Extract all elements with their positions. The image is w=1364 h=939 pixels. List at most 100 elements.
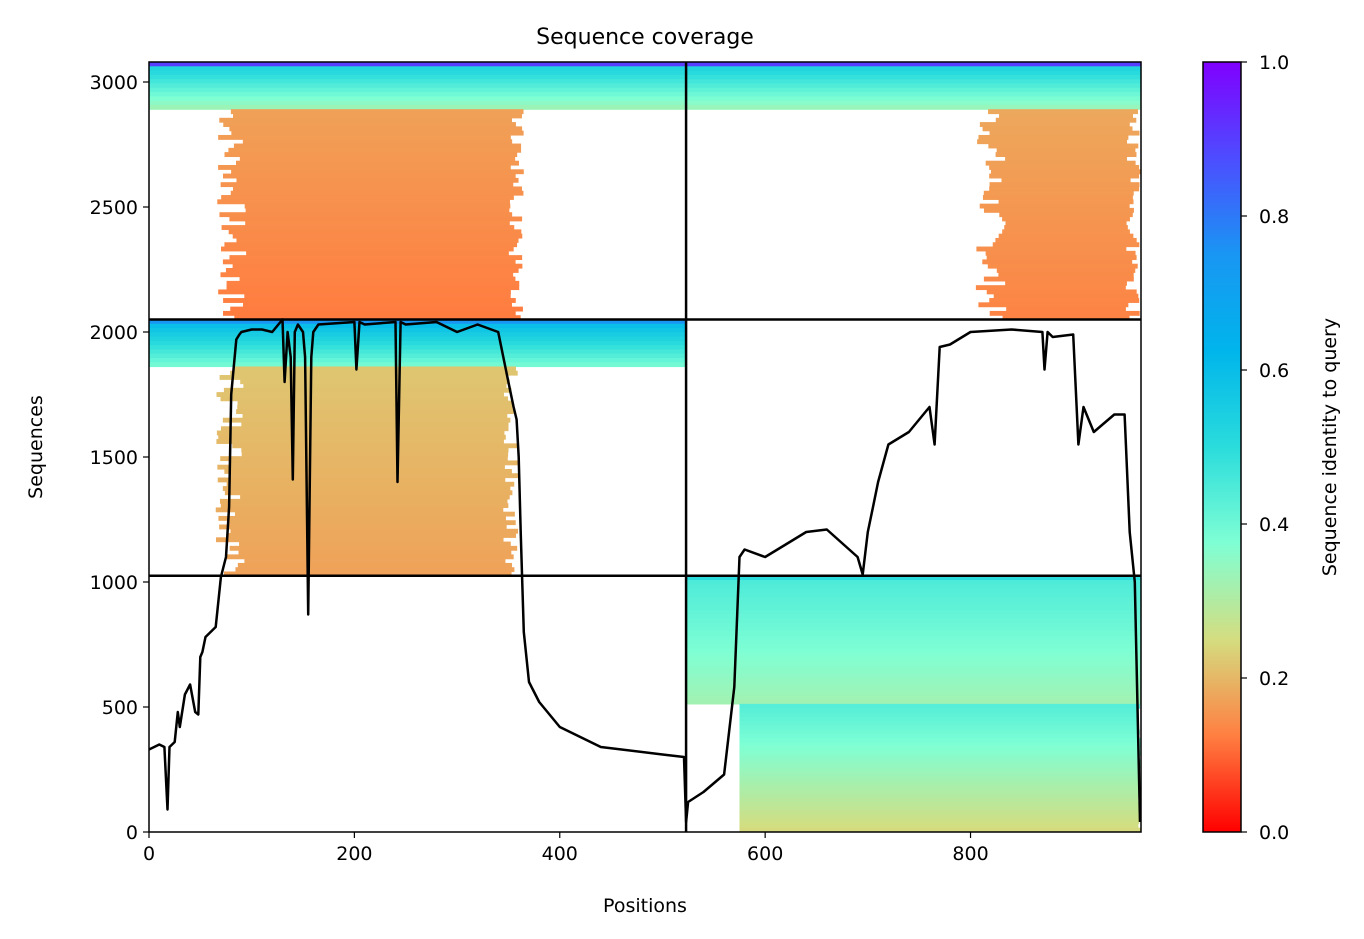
heatmap-row (979, 203, 1130, 209)
heatmap-row (1002, 315, 1130, 321)
heatmap-row (999, 212, 1133, 218)
heatmap-row (222, 173, 516, 179)
heatmap-row (1006, 306, 1126, 312)
heatmap-row (998, 199, 1134, 205)
heatmap-row (978, 302, 1129, 308)
heatmap-row (739, 767, 1139, 773)
heatmap-row (739, 823, 1139, 829)
heatmap-area (149, 62, 1141, 832)
heatmap-row (983, 207, 1134, 213)
heatmap-row (232, 443, 518, 449)
heatmap-row (739, 763, 1141, 769)
heatmap-row (149, 66, 687, 72)
heatmap-row (686, 678, 1141, 684)
heatmap-row (230, 306, 523, 312)
heatmap-row (230, 109, 524, 115)
y-tick-label: 0 (126, 822, 138, 844)
heatmap-row (220, 503, 509, 509)
heatmap-row (149, 83, 687, 89)
heatmap-row (219, 498, 508, 504)
heatmap-row (739, 708, 1139, 714)
heatmap-row (986, 289, 1137, 295)
heatmap-row (218, 515, 506, 521)
heatmap-row (233, 186, 522, 192)
heatmap-row (988, 109, 1138, 115)
x-tick-label: 0 (143, 843, 155, 865)
heatmap-row (686, 83, 1141, 89)
heatmap-row (223, 387, 512, 393)
heatmap-row (220, 246, 514, 252)
heatmap-row (228, 520, 516, 526)
heatmap-block (686, 575, 1141, 832)
heatmap-row (686, 673, 1141, 679)
heatmap-row (236, 237, 519, 243)
heatmap-row (238, 550, 512, 555)
heatmap-row (686, 592, 1141, 598)
heatmap-block (149, 319, 687, 577)
heatmap-row (232, 263, 523, 269)
heatmap-row (232, 233, 523, 239)
colorbar-tick-label: 0.8 (1259, 206, 1289, 228)
heatmap-row (1001, 177, 1131, 183)
heatmap-row (218, 434, 506, 440)
heatmap-row (245, 220, 510, 226)
colorbar-tick-label: 1.0 (1259, 52, 1289, 74)
heatmap-row (979, 122, 1130, 127)
heatmap-row (686, 609, 1141, 615)
y-tick-label: 1500 (90, 447, 138, 469)
heatmap-row (739, 776, 1141, 782)
heatmap-row (241, 451, 509, 457)
heatmap-row (234, 511, 515, 517)
heatmap-row (218, 134, 511, 140)
heatmap-row (686, 62, 1141, 67)
heatmap-row (230, 190, 524, 196)
heatmap-row (220, 456, 508, 462)
heatmap-row (686, 74, 1141, 80)
heatmap-row (244, 558, 506, 564)
x-tick-label: 600 (747, 843, 783, 865)
heatmap-row (686, 597, 1141, 602)
y-tick-label: 2500 (90, 197, 138, 219)
heatmap-row (222, 486, 511, 491)
heatmap-row (686, 656, 1141, 662)
heatmap-row (985, 250, 1136, 256)
heatmap-row (686, 584, 1141, 590)
heatmap-row (686, 580, 1141, 585)
x-axis-label: Positions (603, 895, 687, 917)
heatmap-row (221, 225, 515, 230)
heatmap-row (739, 785, 1139, 790)
heatmap-row (237, 562, 513, 568)
heatmap-row (223, 298, 516, 303)
heatmap-row (989, 310, 1140, 316)
heatmap-row (989, 186, 1140, 192)
heatmap-row (149, 340, 687, 346)
heatmap-row (996, 147, 1136, 153)
heatmap-row (739, 750, 1141, 756)
heatmap-row (236, 177, 519, 183)
heatmap-row (989, 298, 1140, 303)
heatmap-row (149, 357, 687, 363)
heatmap-row (686, 66, 1141, 72)
heatmap-row (226, 481, 515, 487)
heatmap-row (739, 814, 1140, 820)
heatmap-row (233, 366, 516, 372)
heatmap-row (995, 152, 1137, 158)
heatmap-row (244, 293, 511, 299)
plot-frame (148, 61, 1142, 833)
heatmap-row (149, 62, 687, 67)
heatmap-row (988, 143, 1139, 149)
heatmap-row (149, 87, 687, 93)
heatmap-row (686, 644, 1141, 649)
heatmap-row (149, 100, 687, 106)
heatmap-row (216, 430, 505, 436)
y-axis: 0 500 1000 1500 2000 2500 3000 (90, 72, 149, 844)
heatmap-row (983, 190, 1134, 196)
heatmap-row (995, 117, 1137, 123)
heatmap-row (149, 345, 687, 350)
heatmap-row (982, 195, 1133, 200)
heatmap-row (228, 229, 522, 235)
x-tick-label: 200 (336, 843, 372, 865)
heatmap-row (226, 285, 520, 291)
heatmap-row (149, 353, 687, 359)
heatmap-row (223, 122, 516, 127)
